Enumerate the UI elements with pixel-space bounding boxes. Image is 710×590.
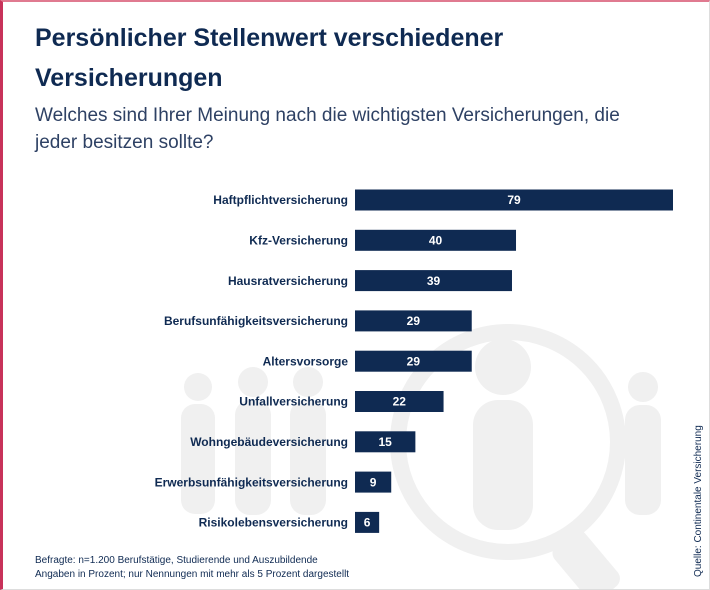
value-label: 15 [379, 435, 393, 449]
background-decoration [181, 324, 661, 589]
value-label: 29 [407, 354, 421, 368]
value-label: 79 [507, 193, 521, 207]
bar [355, 431, 416, 453]
category-label: Erwerbsunfähigkeitsversicherung [155, 475, 348, 489]
chart-subtitle: Welches sind Ihrer Meinung nach die wich… [35, 105, 620, 153]
value-label: 39 [427, 274, 441, 288]
plot: Haftpflichtversicherung 79 Kfz-Versicherun… [155, 189, 673, 589]
category-label: Kfz-Versicherung [249, 233, 348, 247]
footnote: Befragte: n=1.200 Berufstätige, Studiere… [35, 555, 318, 566]
category-label: Altersvorsorge [263, 354, 349, 368]
bar [355, 471, 392, 493]
bar [355, 189, 673, 211]
category-label: Wohngebäudeversicherung [190, 435, 348, 449]
category-label: Haftpflichtversicherung [213, 193, 348, 207]
value-label: 6 [364, 516, 371, 530]
value-label: 9 [370, 475, 377, 489]
bar [355, 270, 512, 292]
category-label: Unfallversicherung [239, 395, 348, 409]
value-label: 22 [393, 395, 407, 409]
category-label: Hausratversicherung [228, 274, 348, 288]
value-label: 29 [407, 314, 421, 328]
footnote: Angaben in Prozent; nur Nennungen mit me… [35, 569, 350, 580]
bar [355, 310, 472, 332]
bar [355, 229, 517, 251]
source: Quelle: Continentale Versicherung [693, 425, 704, 577]
value-label: 40 [429, 233, 443, 247]
bar [355, 511, 380, 533]
category-label: Risikolebensversicherung [199, 516, 348, 530]
bar [355, 391, 444, 412]
category-label: Berufsunfähigkeitsversicherung [164, 314, 348, 328]
chart-title: Persönlicher Stellenwert verschiedener V… [35, 24, 504, 92]
bar [355, 350, 472, 372]
